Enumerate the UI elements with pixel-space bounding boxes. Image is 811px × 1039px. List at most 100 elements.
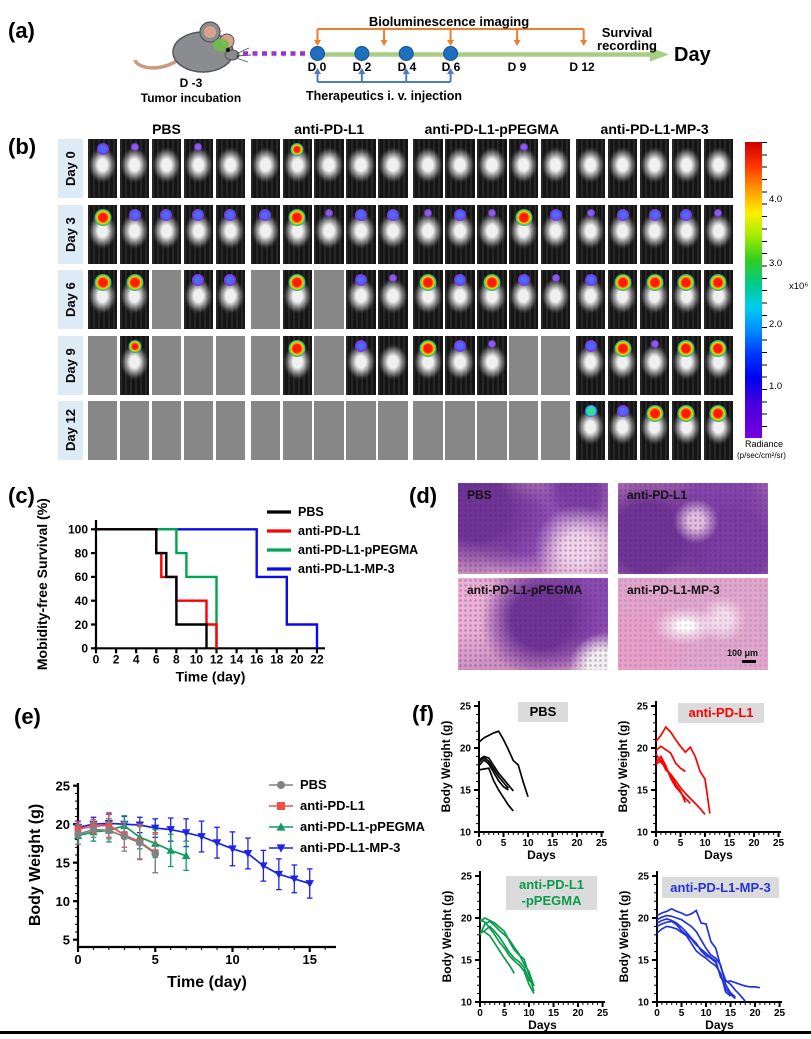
histology-image-ppegma: anti-PD-L1-pPEGMA	[458, 578, 608, 670]
mouse-cell-mouse-no-signal	[250, 139, 281, 198]
colorbar-tick-label: 2.0	[769, 319, 783, 330]
mouse-cell-gray-placeholder-mouse-dead	[314, 335, 344, 395]
mouse-cell-mouse-no-signal	[346, 139, 376, 198]
row-label-day-12: Day 12	[58, 401, 83, 460]
legend-label: anti-PD-L1	[300, 798, 365, 813]
mouse-cell-gray-placeholder-mouse-dead	[250, 335, 281, 395]
day-tick-d6: D 6	[442, 60, 461, 74]
mouse-group	[250, 139, 408, 198]
mouse-cell-gray-placeholder-mouse-dead	[151, 401, 182, 460]
svg-text:20: 20	[75, 618, 89, 632]
mouse-group	[576, 401, 734, 460]
svg-text:20: 20	[571, 838, 583, 849]
svg-text:20: 20	[461, 914, 473, 925]
mouse-cell-blue-purple-signal	[509, 270, 539, 329]
mouse-cell-small-faint-signal	[540, 270, 571, 329]
mouse-cell-blue-purple-signal	[250, 204, 281, 264]
svg-text:Body Weight (g): Body Weight (g)	[617, 721, 630, 813]
mouse-cell-gray-placeholder-mouse-dead	[215, 401, 245, 460]
mouse-cell-blue-purple-signal	[639, 204, 670, 264]
mouse-cell-blue-purple-signal	[119, 204, 150, 264]
mouse-cell-blue-purple-signal	[151, 204, 182, 264]
mouse-cell-mouse-no-signal	[477, 139, 507, 198]
mouse-group	[88, 270, 245, 329]
legend-label: PBS	[298, 505, 324, 519]
legend-swatch-icon	[269, 843, 293, 853]
legend-swatch-icon	[267, 529, 291, 533]
svg-text:25: 25	[460, 702, 472, 713]
group-header-4: anti-PD-L1-MP-3	[600, 121, 709, 137]
mouse-group	[576, 204, 734, 264]
svg-text:20: 20	[572, 1008, 584, 1019]
mouse-cell-strong-red-bioluminescence-signal	[607, 335, 638, 395]
mouse-group	[250, 270, 408, 329]
individual-weights-ppegma-chart: 0 5 10 15 20 25 10 15 20 25 Days Body Weight (g)	[441, 871, 609, 1032]
mouse-cell-mouse-no-signal	[215, 139, 245, 198]
bottom-rule	[0, 1031, 811, 1034]
mouse-cell-mouse-no-signal	[607, 139, 638, 198]
group-header-1: PBS	[152, 121, 181, 137]
svg-text:80: 80	[75, 546, 89, 560]
series-mouse-4	[656, 920, 761, 989]
mouse-cell-small-faint-signal	[477, 335, 507, 395]
svg-text:25: 25	[56, 778, 70, 793]
svg-text:2: 2	[113, 652, 120, 666]
series-mouse-3	[655, 753, 687, 803]
svg-text:10: 10	[522, 838, 534, 849]
mouse-cell-gray-placeholder-mouse-dead	[88, 335, 118, 395]
series-mouse-5	[478, 767, 514, 812]
mouse-cell-blue-purple-signal	[88, 139, 118, 198]
svg-text:20: 20	[748, 838, 760, 849]
mouse-cell-blue-purple-signal	[346, 335, 376, 395]
svg-text:0: 0	[93, 652, 100, 666]
legend-label: anti-PD-L1-MP-3	[298, 562, 395, 576]
mouse-cell-strong-red-bioluminescence-signal	[607, 270, 638, 329]
survival-label-line2: recording	[597, 38, 657, 53]
svg-text:10: 10	[56, 894, 70, 909]
series-mouse-2	[656, 914, 736, 998]
mouse-group	[250, 204, 408, 264]
series-mouse-4	[479, 929, 516, 974]
svg-text:10: 10	[460, 828, 472, 839]
svg-text:15: 15	[303, 952, 317, 967]
mouse-cell-gray-placeholder-mouse-dead	[346, 401, 376, 460]
mouse-group	[413, 270, 571, 329]
row-label-day-6: Day 6	[58, 270, 83, 329]
svg-text:15: 15	[548, 1008, 560, 1019]
series-mouse-5	[479, 918, 535, 994]
svg-text:0: 0	[74, 952, 81, 967]
mouse-cell-small-faint-signal	[509, 139, 539, 198]
colorbar-tick-label: 1.0	[769, 381, 783, 392]
timeline-arrowhead-icon	[650, 47, 669, 62]
series-anti-PD-L1-MP-3	[96, 528, 319, 649]
svg-text:Body Weight (g): Body Weight (g)	[440, 721, 453, 813]
svg-text:25: 25	[597, 1008, 609, 1019]
mouse-cell-blue-purple-signal	[607, 401, 638, 460]
individual-weights-anti-pd-l1-chart: 0 5 10 15 20 25 10 15 20 25 Days Body Weight (g)	[617, 701, 785, 862]
subplot-title-text: anti-PD-L1	[519, 877, 584, 892]
mouse-cell-strong-red-bioluminescence-signal	[639, 270, 670, 329]
mouse-cell-mouse-no-signal	[639, 139, 670, 198]
subplot-title-text: PBS	[529, 704, 557, 719]
mouse-group	[576, 139, 734, 198]
series-mouse-2	[479, 920, 535, 987]
legend-swatch-icon	[267, 510, 291, 514]
legend-item-anti-PD-L1-pPEGMA: anti-PD-L1-pPEGMA	[266, 543, 418, 557]
mouse-group	[88, 139, 245, 198]
mouse-cell-strong-red-bioluminescence-signal	[671, 270, 702, 329]
mouse-cell-strong-red-bioluminescence-signal	[703, 401, 734, 460]
colorbar-tick-label: 4.0	[769, 194, 783, 205]
histology-image-mp3: anti-PD-L1-MP-3 100 μm	[618, 578, 768, 670]
mouse-cell-mouse-no-signal	[576, 139, 606, 198]
mouse-cell-mouse-no-signal	[314, 139, 344, 198]
mouse-cell-strong-red-bioluminescence-signal	[509, 204, 539, 264]
svg-text:5: 5	[63, 932, 70, 947]
mouse-cell-gray-placeholder-mouse-dead	[151, 335, 182, 395]
mouse-cell-blue-purple-signal	[183, 204, 214, 264]
mouse-cell-medium-red-signal	[119, 335, 150, 395]
mouse-cell-strong-red-bioluminescence-signal	[703, 270, 734, 329]
svg-text:20: 20	[460, 744, 472, 755]
mouse-cell-gray-placeholder-mouse-dead	[378, 401, 408, 460]
svg-text:0: 0	[653, 838, 659, 849]
